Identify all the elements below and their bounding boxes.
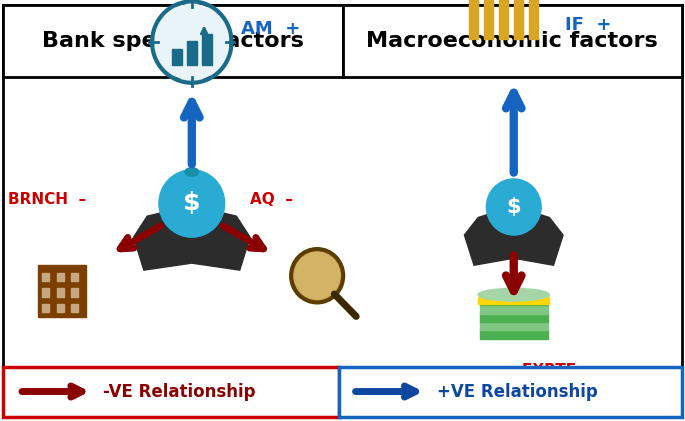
Circle shape — [486, 179, 541, 235]
Bar — [202, 34, 212, 64]
Bar — [172, 49, 182, 64]
Text: Macroeconomic factors: Macroeconomic factors — [366, 31, 658, 51]
Text: Bank specific factors: Bank specific factors — [42, 31, 303, 51]
Bar — [38, 264, 86, 317]
Bar — [57, 273, 64, 281]
Circle shape — [293, 251, 341, 300]
Polygon shape — [464, 210, 563, 265]
Circle shape — [159, 170, 225, 237]
Text: +VE Relationship: +VE Relationship — [437, 383, 598, 400]
Bar — [484, 0, 493, 39]
Ellipse shape — [185, 168, 199, 176]
Bar — [499, 0, 508, 39]
Bar — [57, 304, 64, 312]
Ellipse shape — [478, 288, 549, 301]
Bar — [479, 296, 548, 305]
Bar — [514, 0, 523, 39]
Bar — [479, 304, 548, 314]
Bar — [479, 321, 548, 330]
Bar — [57, 288, 64, 297]
Text: $: $ — [506, 197, 521, 217]
Bar — [479, 312, 548, 322]
Bar — [42, 288, 49, 297]
Bar — [71, 288, 78, 297]
FancyBboxPatch shape — [3, 367, 339, 418]
Bar — [71, 304, 78, 312]
FancyBboxPatch shape — [339, 367, 682, 418]
Circle shape — [155, 4, 229, 80]
Text: EXRTE  –: EXRTE – — [522, 363, 595, 378]
Bar — [529, 0, 538, 39]
FancyBboxPatch shape — [3, 5, 342, 77]
Text: -VE Relationship: -VE Relationship — [103, 383, 256, 400]
Bar — [187, 41, 197, 64]
FancyBboxPatch shape — [342, 5, 682, 77]
Bar — [469, 0, 478, 39]
Bar — [479, 329, 548, 339]
Bar — [478, 297, 549, 304]
Text: AQ  –: AQ – — [250, 192, 293, 208]
Bar — [42, 273, 49, 281]
Text: $: $ — [183, 192, 201, 216]
Bar — [71, 273, 78, 281]
Text: AM  +: AM + — [241, 21, 300, 38]
Text: IF  +: IF + — [565, 16, 612, 34]
FancyBboxPatch shape — [3, 5, 682, 418]
Text: BRNCH  –: BRNCH – — [8, 192, 86, 208]
Polygon shape — [134, 210, 250, 270]
Bar — [42, 304, 49, 312]
